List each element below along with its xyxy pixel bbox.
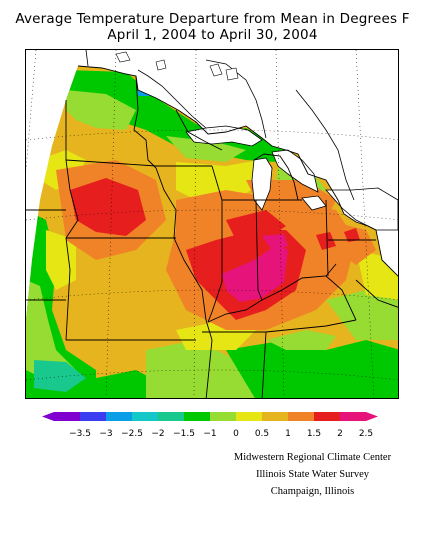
legend-tick-label: 0.5 [255,429,269,439]
legend-swatch [262,412,289,421]
credit-isws: Illinois State Water Survey [256,469,369,480]
legend-swatch [314,412,341,421]
legend-swatch [236,412,263,421]
graticule [26,50,398,398]
map-canvas [26,50,398,398]
color-legend: −3.5 −3 −2.5 −2 −1.5 −1 0 0.5 1 1.5 2 2.5 [42,412,378,439]
legend-tick-label: −2.5 [121,429,143,439]
international-border [85,50,355,201]
legend-tick-label: 2 [337,429,343,439]
legend-swatch [80,412,107,421]
legend-swatch [106,412,133,421]
legend-swatch [184,412,211,421]
legend-tick-label: −1.5 [173,429,195,439]
temperature-departure-map [25,49,399,399]
legend-tick-label: −3 [99,429,112,439]
legend-left-arrow [42,412,54,421]
legend-swatch [158,412,185,421]
legend-tick-label: −1 [203,429,216,439]
legend-swatch [340,412,367,421]
legend-tick-label: 1.5 [307,429,321,439]
legend-tick-label: −3.5 [69,429,91,439]
legend-tick-label: −2 [151,429,164,439]
legend-swatch [54,412,81,421]
credit-mrcc: Midwestern Regional Climate Center [233,452,392,463]
map-date-range: April 1, 2004 to April 30, 2004 [107,27,318,43]
credit-location: Champaign, Illinois [270,486,355,497]
state-boundaries [26,65,398,398]
legend-right-arrow [366,412,378,421]
legend-swatch [210,412,237,421]
canadian-lakes [115,51,239,81]
legend-tick-label: 2.5 [359,429,373,439]
legend-swatch [132,412,159,421]
legend-swatch [288,412,315,421]
legend-tick-label: 1 [285,429,291,439]
map-title: Average Temperature Departure from Mean … [15,11,410,27]
legend-tick-label: 0 [233,429,239,439]
